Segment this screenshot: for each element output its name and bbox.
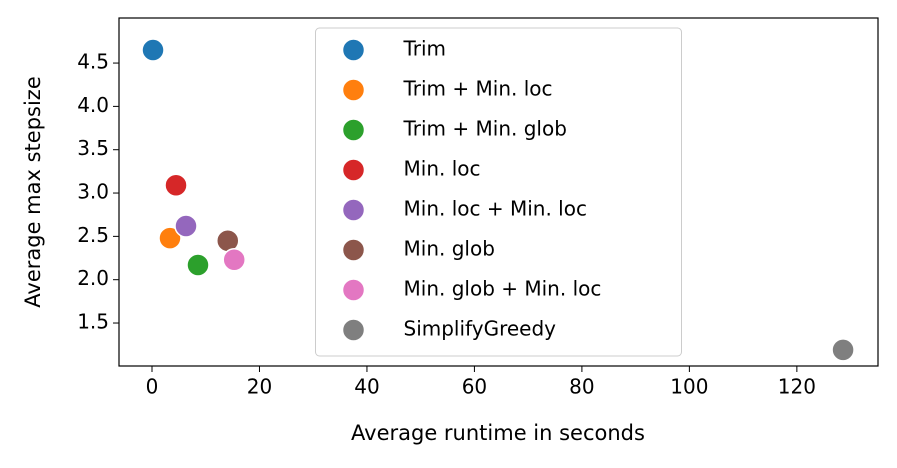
legend-label: Trim + Min. loc xyxy=(403,77,553,101)
y-tick-label: 3.5 xyxy=(77,136,109,160)
legend-marker xyxy=(341,198,366,222)
legend-label: Min. glob + Min. loc xyxy=(404,277,602,301)
x-axis-label: Average runtime in seconds xyxy=(351,421,645,445)
legend-marker xyxy=(341,318,366,342)
legend-label: Min. loc + Min. loc xyxy=(404,197,587,221)
legend-marker xyxy=(341,38,366,62)
legend-label: Trim xyxy=(403,37,447,61)
point xyxy=(174,214,198,238)
y-tick-label: 4.0 xyxy=(77,93,109,117)
legend-marker xyxy=(341,118,366,142)
legend-marker xyxy=(341,158,366,182)
x-tick-label: 60 xyxy=(462,375,487,399)
legend-label: Trim + Min. glob xyxy=(403,117,567,141)
legend-marker xyxy=(341,238,366,262)
legend-marker xyxy=(341,278,366,302)
legend-label: SimplifyGreedy xyxy=(404,317,557,341)
y-tick-label: 2.0 xyxy=(77,266,109,290)
x-tick-label: 40 xyxy=(354,375,379,399)
plot-frame xyxy=(118,17,879,367)
y-tick-label: 3.0 xyxy=(77,180,109,204)
y-axis-label: Average max stepsize xyxy=(21,76,45,307)
point xyxy=(164,173,188,197)
point xyxy=(831,338,855,362)
x-tick-label: 80 xyxy=(569,375,594,399)
legend-label: Min. loc xyxy=(404,157,481,181)
point xyxy=(186,253,210,277)
x-tick-label: 120 xyxy=(778,375,816,399)
y-tick-label: 2.5 xyxy=(77,223,109,247)
point xyxy=(158,226,182,250)
x-tick-label: 0 xyxy=(146,375,159,399)
legend-marker xyxy=(341,78,366,102)
y-tick-label: 4.5 xyxy=(77,50,109,74)
x-tick-label: 20 xyxy=(247,375,272,399)
legend-box xyxy=(315,27,682,357)
point xyxy=(222,248,246,272)
x-tick-label: 100 xyxy=(670,375,708,399)
legend-label: Min. glob xyxy=(404,237,495,261)
point xyxy=(141,38,165,62)
y-tick-label: 1.5 xyxy=(77,310,109,334)
